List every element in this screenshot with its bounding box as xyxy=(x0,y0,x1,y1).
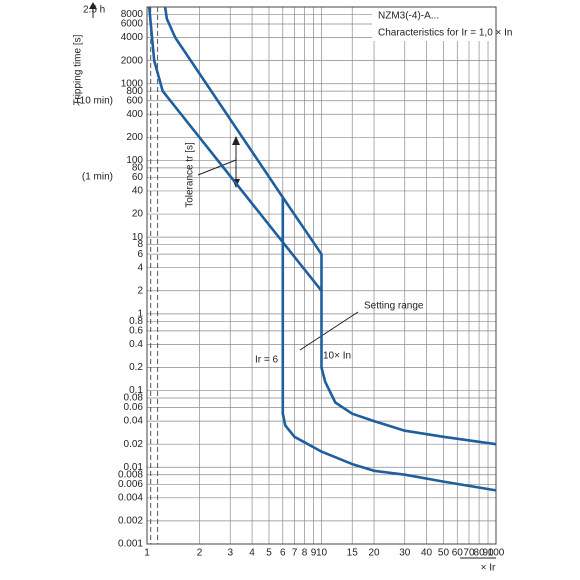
x-tick-label: 60 xyxy=(452,548,464,559)
x-tick-label: 10 xyxy=(316,548,328,559)
x-tick-label: 4 xyxy=(249,548,255,559)
y-tick-label: 0.8 xyxy=(129,316,143,327)
annotation: Tolerance tr [s] xyxy=(185,142,196,208)
y-tick-label: 0.006 xyxy=(118,479,143,490)
y-tick-label: 6 xyxy=(137,249,143,260)
y-tick-label: 2000 xyxy=(121,55,144,66)
x-tick-label: 70 xyxy=(463,548,475,559)
x-tick-label: 20 xyxy=(368,548,380,559)
y-tick-label: 400 xyxy=(126,109,143,120)
annotation: (1 min) xyxy=(82,172,113,183)
y-tick-label: 600 xyxy=(126,95,143,106)
plot-frame xyxy=(146,6,497,545)
y-tick-label: 0.002 xyxy=(118,516,143,527)
y-tick-label: 0.01 xyxy=(124,462,144,473)
x-tick-label: 3 xyxy=(227,548,233,559)
y-tick-label: 6000 xyxy=(121,19,144,30)
x-tick-label: 80 xyxy=(474,548,486,559)
x-tick-label: 5 xyxy=(266,548,272,559)
x-axis-label: × Ir xyxy=(481,563,496,574)
y-tick-label: 0.4 xyxy=(129,339,143,350)
chart-subtitle: Characteristics for Ir = 1,0 × In xyxy=(378,28,513,39)
x-tick-label: 6 xyxy=(280,548,286,559)
y-tick-label: 0.04 xyxy=(124,416,144,427)
y-tick-label: 10 xyxy=(132,232,144,243)
annotation: Setting range xyxy=(364,301,424,312)
y-tick-label: 0.02 xyxy=(124,439,144,450)
y-tick-label: 800 xyxy=(126,86,143,97)
x-tick-label: 100 xyxy=(488,548,505,559)
y-tick-label: 60 xyxy=(132,172,144,183)
leader-line xyxy=(197,159,237,176)
annotation: (10 min) xyxy=(76,96,113,107)
curve xyxy=(281,197,497,492)
y-tick-label: 4000 xyxy=(121,32,144,43)
y-axis-label: Tripping time [s] xyxy=(73,34,84,105)
curve xyxy=(163,6,497,446)
x-tick-label: 50 xyxy=(438,548,450,559)
arrow-head xyxy=(89,2,97,9)
x-tick-label: 40 xyxy=(421,548,433,559)
y-tick-label: 0.6 xyxy=(129,326,143,337)
y-tick-label: 2 xyxy=(137,285,143,296)
x-tick-label: 30 xyxy=(399,548,411,559)
y-tick-label: 0.008 xyxy=(118,469,143,480)
x-tick-label: 7 xyxy=(292,548,298,559)
annotation: 2.5 h xyxy=(83,5,105,16)
x-tick-label: 2 xyxy=(197,548,203,559)
y-tick-label: 0.1 xyxy=(129,385,143,396)
y-tick-label: 1 xyxy=(137,308,143,319)
y-tick-label: 0.08 xyxy=(124,393,144,404)
y-tick-label: 100 xyxy=(126,155,143,166)
curve xyxy=(147,6,323,292)
leader-line xyxy=(299,311,359,351)
x-tick-label: 1 xyxy=(144,548,150,559)
y-tick-label: 4 xyxy=(137,262,143,273)
chart-title: NZM3(-4)-A... xyxy=(378,11,439,22)
title-box xyxy=(372,7,496,41)
x-tick-label: 9 xyxy=(311,548,317,559)
annotation: 10× In xyxy=(323,351,351,362)
y-tick-label: 200 xyxy=(126,132,143,143)
y-tick-label: 20 xyxy=(132,209,144,220)
y-tick-label: 0.06 xyxy=(124,402,144,413)
y-tick-label: 1000 xyxy=(121,78,144,89)
annotation: Ir = 6 xyxy=(255,355,279,366)
y-tick-label: 0.001 xyxy=(118,539,143,550)
y-tick-label: 0.004 xyxy=(118,492,143,503)
y-tick-label: 40 xyxy=(132,186,144,197)
y-tick-label: 80 xyxy=(132,163,144,174)
y-tick-label: 8000 xyxy=(121,9,144,20)
y-tick-label: 8 xyxy=(137,239,143,250)
y-tick-label: 0.2 xyxy=(129,362,143,373)
x-tick-label: 90 xyxy=(482,548,494,559)
x-tick-label: 15 xyxy=(347,548,359,559)
x-tick-label: 8 xyxy=(302,548,308,559)
